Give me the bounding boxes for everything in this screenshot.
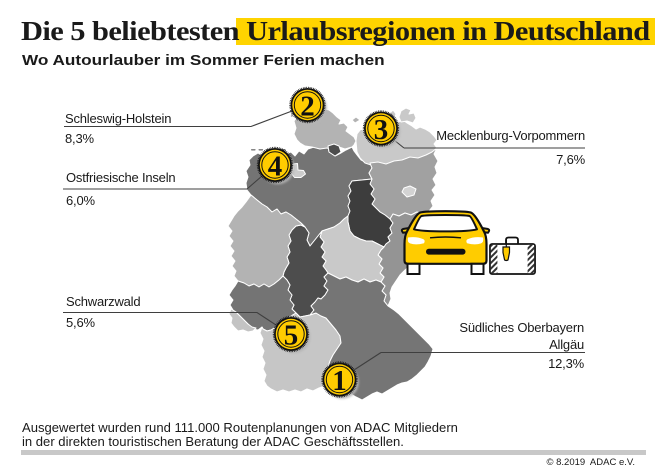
svg-text:5: 5 — [284, 320, 299, 352]
svg-text:4: 4 — [268, 151, 283, 183]
svg-text:3: 3 — [374, 114, 389, 146]
svg-text:1: 1 — [332, 365, 347, 397]
svg-text:2: 2 — [300, 91, 315, 123]
